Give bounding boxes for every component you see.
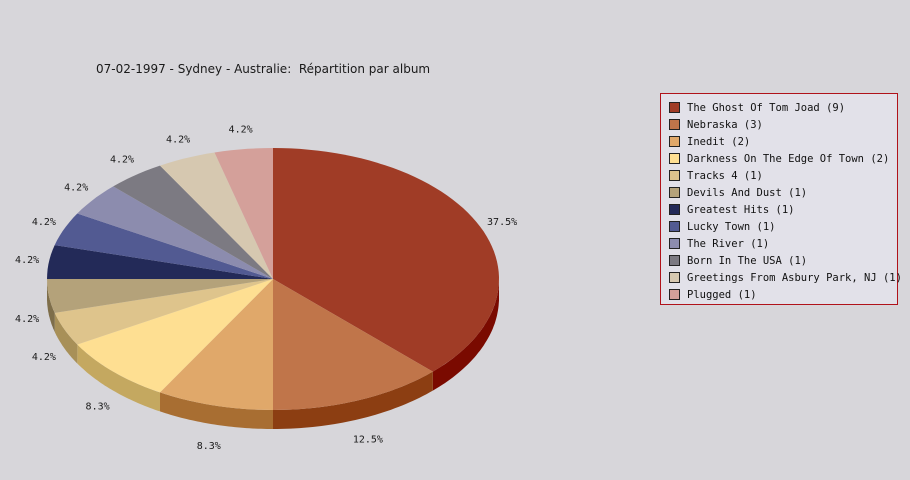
- pie-percent-label-11: 4.2%: [229, 124, 253, 135]
- pie-side-4: [54, 312, 78, 364]
- pie-slice-0: [273, 148, 499, 372]
- legend-swatch-10: [669, 272, 680, 283]
- legend: The Ghost Of Tom Joad (9) Nebraska (3) Ine…: [660, 93, 902, 305]
- legend-swatch-11: [669, 289, 680, 300]
- legend-item-8: The River (1): [669, 235, 897, 252]
- pie-slice-10: [160, 152, 273, 279]
- legend-item-9: Born In The USA (1): [669, 252, 897, 269]
- pie-side-5: [47, 279, 55, 332]
- pie-percent-label-7: 4.2%: [32, 217, 56, 228]
- pie-slice-3: [77, 279, 273, 393]
- pie-percent-label-6: 4.2%: [15, 255, 39, 266]
- legend-label-2: Inedit (2): [687, 135, 751, 148]
- pie-percent-label-4: 4.2%: [32, 352, 56, 363]
- legend-label-8: The River (1): [687, 237, 770, 250]
- pie-percent-label-2: 8.3%: [197, 441, 221, 452]
- legend-item-4: Tracks 4 (1): [669, 167, 897, 184]
- legend-swatch-7: [669, 221, 680, 232]
- legend-label-3: Darkness On The Edge Of Town (2): [687, 152, 890, 165]
- legend-item-0: The Ghost Of Tom Joad (9): [669, 99, 897, 116]
- legend-item-6: Greatest Hits (1): [669, 201, 897, 218]
- legend-item-1: Nebraska (3): [669, 116, 897, 133]
- chart-title: 07-02-1997 - Sydney - Australie: Réparti…: [96, 62, 431, 76]
- legend-swatch-8: [669, 238, 680, 249]
- pie-slice-5: [47, 279, 273, 313]
- legend-swatch-2: [669, 136, 680, 147]
- pie-side-0: [432, 279, 499, 391]
- pie-slice-7: [54, 213, 274, 279]
- pie-slice-6: [47, 245, 273, 279]
- pie-percent-label-5: 4.2%: [15, 314, 39, 325]
- legend-label-4: Tracks 4 (1): [687, 169, 763, 182]
- legend-item-2: Inedit (2): [669, 133, 897, 150]
- legend-item-10: Greetings From Asbury Park, NJ (1): [669, 269, 902, 286]
- pie-sides: [47, 279, 499, 429]
- pie-slice-2: [160, 279, 273, 410]
- legend-swatch-1: [669, 119, 680, 130]
- legend-label-0: The Ghost Of Tom Joad (9): [687, 101, 846, 114]
- legend-swatch-5: [669, 187, 680, 198]
- legend-swatch-9: [669, 255, 680, 266]
- pie-slice-8: [77, 186, 273, 279]
- legend-swatch-0: [669, 102, 680, 113]
- legend-label-10: Greetings From Asbury Park, NJ (1): [687, 271, 902, 284]
- legend-item-7: Lucky Town (1): [669, 218, 897, 235]
- legend-item-11: Plugged (1): [669, 286, 897, 303]
- legend-swatch-4: [669, 170, 680, 181]
- legend-swatch-6: [669, 204, 680, 215]
- legend-label-11: Plugged (1): [687, 288, 757, 301]
- legend-item-3: Darkness On The Edge Of Town (2): [669, 150, 897, 167]
- pie-percent-label-0: 37.5%: [487, 217, 517, 228]
- pie-percent-label-1: 12.5%: [353, 434, 383, 445]
- legend-label-7: Lucky Town (1): [687, 220, 776, 233]
- pie-slice-9: [113, 165, 273, 279]
- legend-item-5: Devils And Dust (1): [669, 184, 897, 201]
- legend-label-1: Nebraska (3): [687, 118, 763, 131]
- pie-slice-4: [54, 279, 274, 345]
- pie-side-3: [77, 344, 160, 412]
- pie-percent-label-3: 8.3%: [86, 402, 110, 413]
- pie-percent-label-9: 4.2%: [110, 154, 134, 165]
- pie-slice-1: [273, 279, 433, 410]
- pie-slice-11: [214, 148, 273, 279]
- pie-side-1: [273, 371, 433, 429]
- pie-slices: [47, 148, 499, 410]
- legend-label-5: Devils And Dust (1): [687, 186, 808, 199]
- pie-percent-label-8: 4.2%: [64, 183, 88, 194]
- pie-percent-labels: 37.5% 12.5% 8.3% 8.3% 4.2% 4.2% 4.2% 4.2% 4.2% 4.…: [15, 124, 517, 452]
- pie-percent-label-10: 4.2%: [166, 135, 190, 146]
- legend-label-6: Greatest Hits (1): [687, 203, 795, 216]
- pie-side-2: [160, 392, 273, 429]
- legend-swatch-3: [669, 153, 680, 164]
- legend-label-9: Born In The USA (1): [687, 254, 808, 267]
